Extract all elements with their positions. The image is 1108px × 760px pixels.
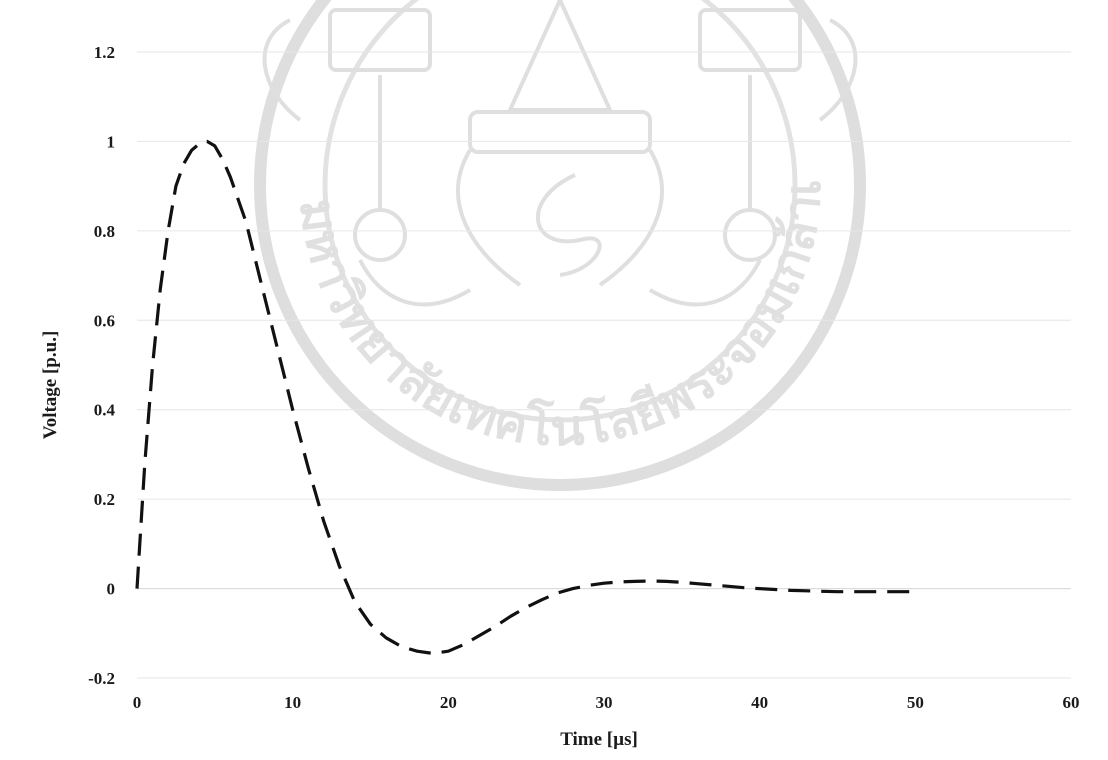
y-tick-label: -0.2: [88, 669, 115, 688]
seal-inner-ring: [322, 0, 798, 423]
y-axis-tick-labels: -0.2 0 0.2 0.4 0.6 0.8 1 1.2: [88, 43, 115, 688]
x-tick-label: 50: [907, 693, 924, 712]
seal-outer-ring: [254, 0, 866, 491]
y-tick-label: 0.6: [94, 311, 115, 330]
x-tick-label: 60: [1063, 693, 1080, 712]
x-tick-label: 10: [284, 693, 301, 712]
x-tick-label: 30: [596, 693, 613, 712]
series-lines: [135, 139, 916, 655]
y-tick-label: 1: [107, 132, 116, 151]
x-tick-label: 40: [751, 693, 768, 712]
voltage-series-line: [135, 139, 916, 655]
x-axis-tick-labels: 0 10 20 30 40 50 60: [133, 693, 1080, 712]
y-tick-label: 1.2: [94, 43, 115, 62]
y-tick-label: 0.8: [94, 222, 115, 241]
y-axis-title: Voltage [p.u.]: [40, 331, 61, 440]
y-tick-label: 0.2: [94, 490, 115, 509]
y-tick-label: 0: [107, 580, 116, 599]
seal-crown-emblem: [262, 0, 858, 307]
x-tick-label: 20: [440, 693, 457, 712]
x-axis-title: Time [µs]: [560, 729, 638, 750]
y-tick-label: 0.4: [94, 401, 116, 420]
x-tick-label: 0: [133, 693, 142, 712]
university-seal-watermark: มหาวิทยาลัยเทคโนโลยีพระจอมเกล้าเจ้าคุณทห…: [0, 0, 866, 491]
